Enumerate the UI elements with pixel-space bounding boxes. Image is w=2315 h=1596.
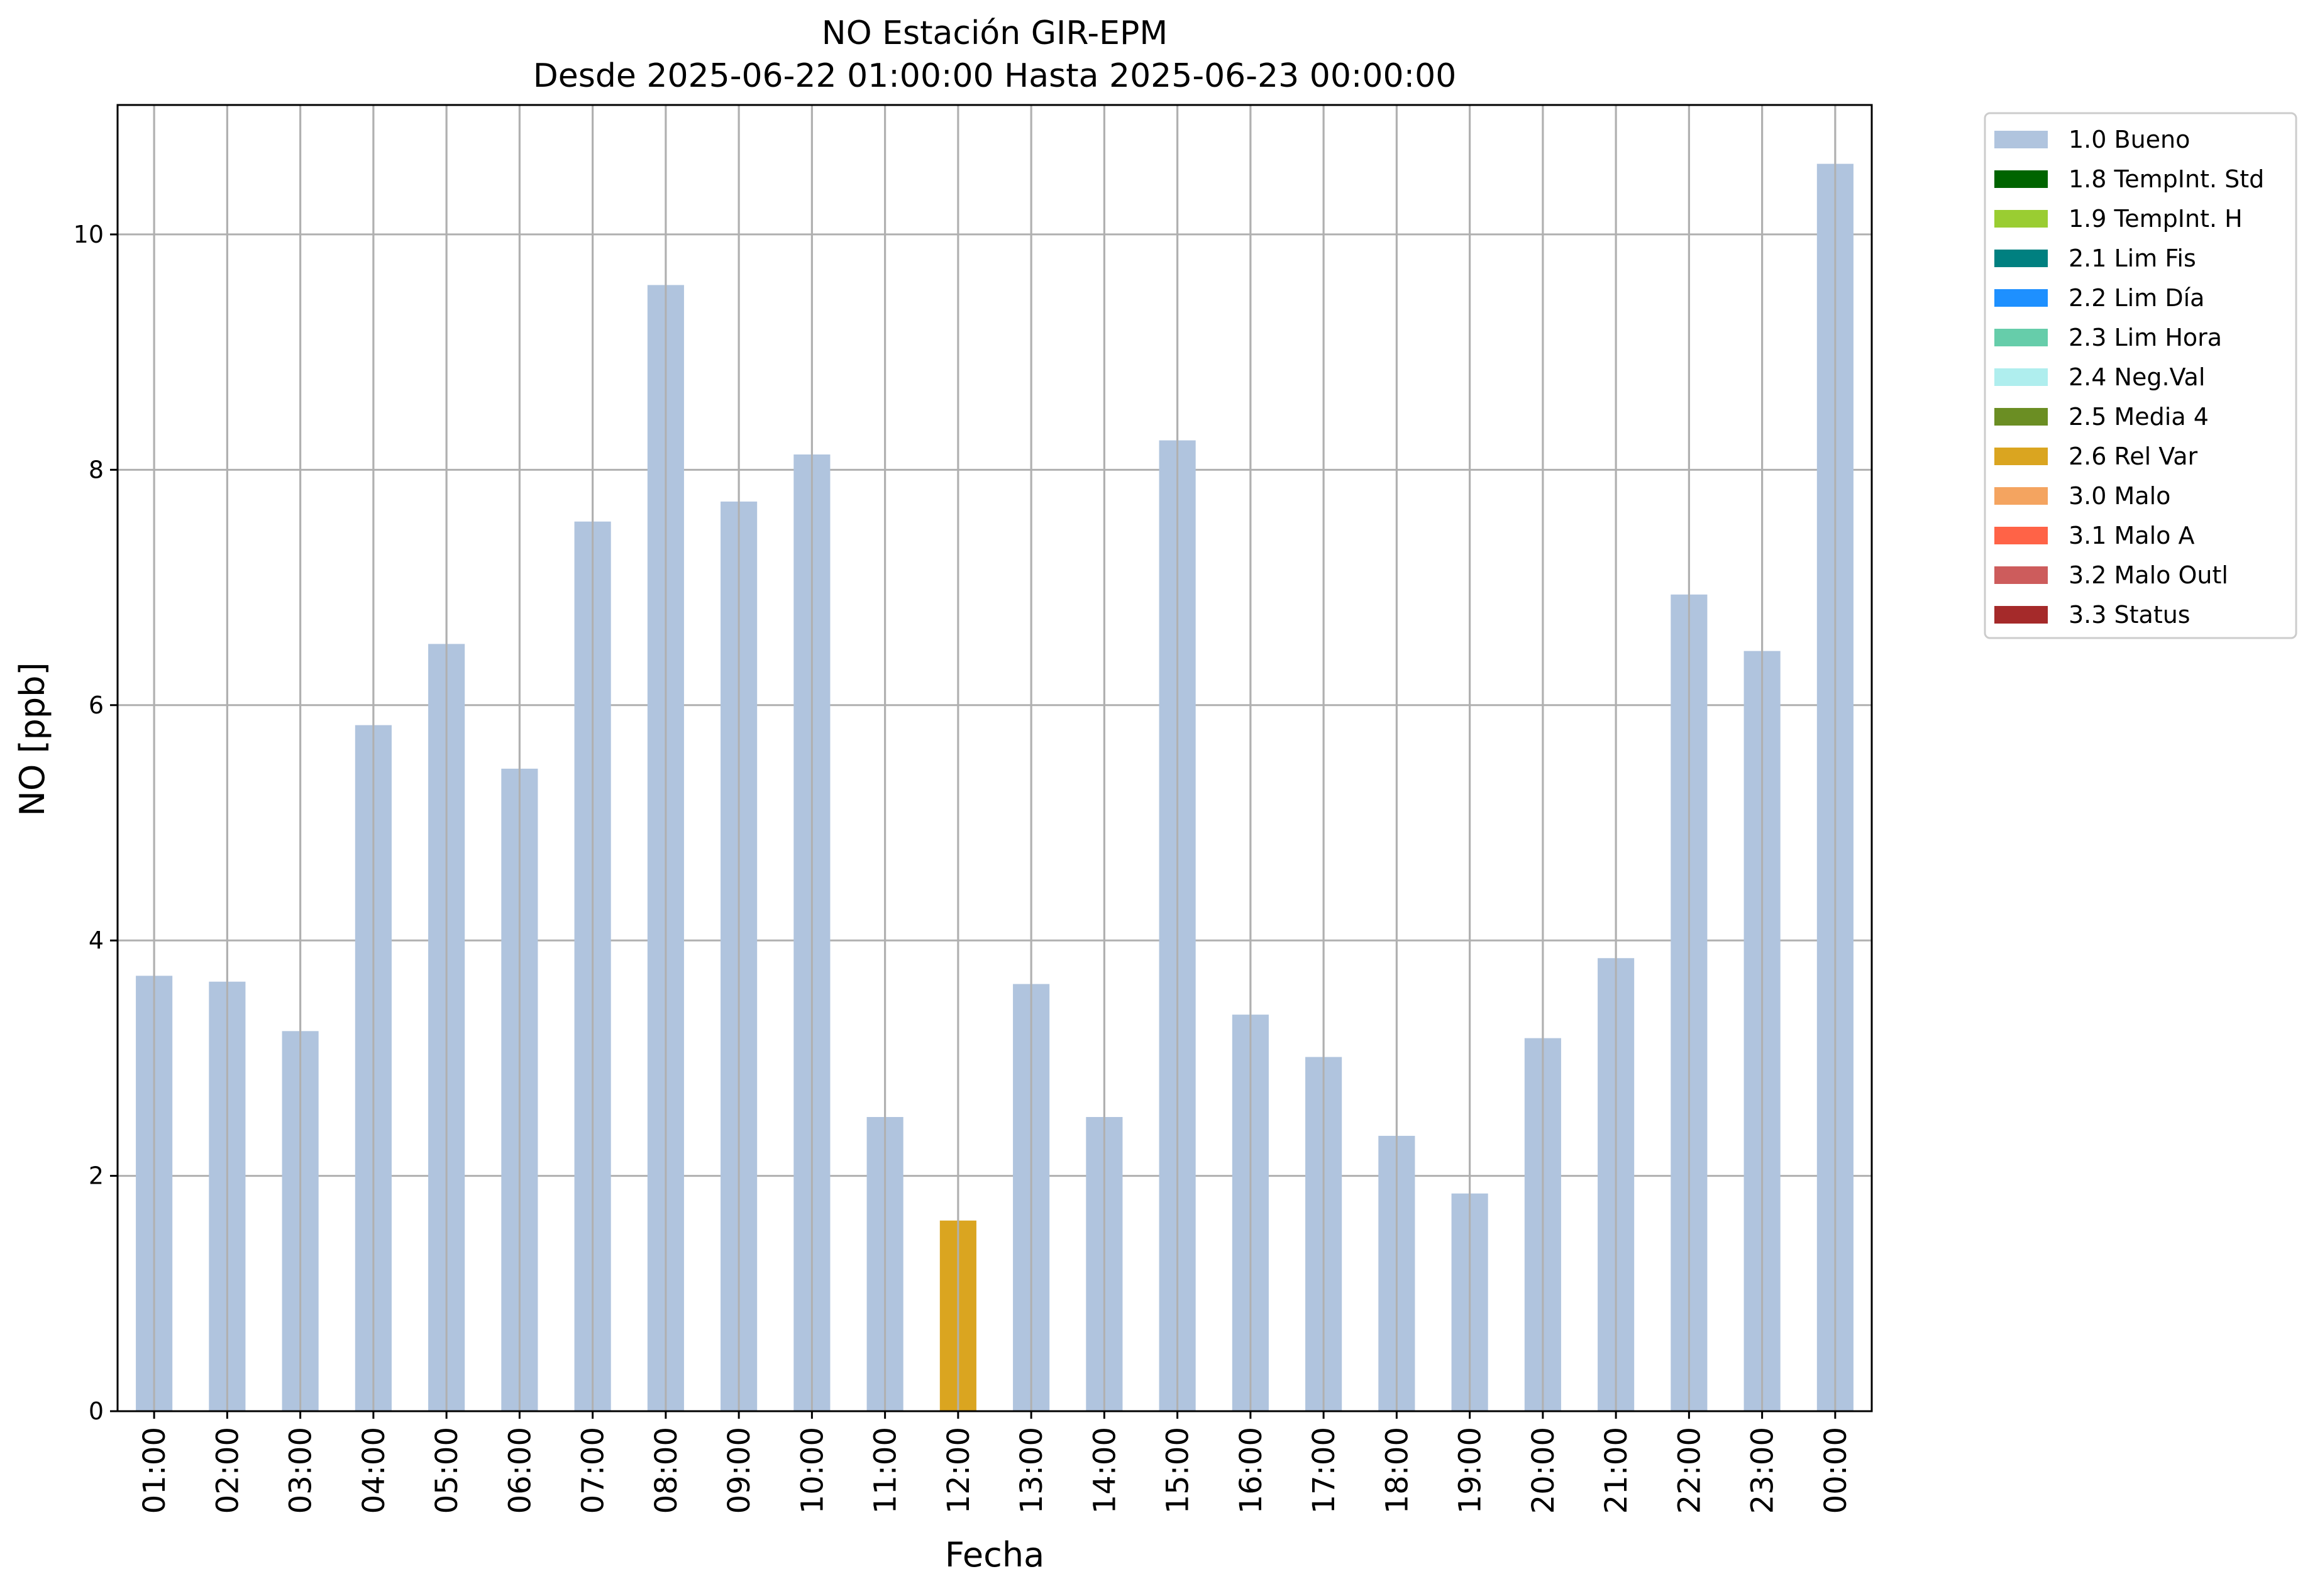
legend-swatch <box>1994 408 2048 426</box>
x-tick-label: 10:00 <box>795 1427 830 1514</box>
x-tick-label: 15:00 <box>1161 1427 1196 1514</box>
y-tick-label: 10 <box>74 221 104 248</box>
x-tick-label: 20:00 <box>1526 1427 1561 1514</box>
x-axis-ticks: 01:00 02:00 03:00 04:00 05:00 06:00 07:00 08:00… <box>137 1411 1854 1514</box>
legend-label: 2.3 Lim Hora <box>2069 324 2222 351</box>
x-tick-label: 17:00 <box>1307 1427 1342 1514</box>
legend-label: 3.1 Malo A <box>2069 522 2194 549</box>
x-tick-label: 13:00 <box>1014 1427 1049 1514</box>
chart-title: NO Estación GIR-EPM <box>822 14 1168 52</box>
legend-label: 2.2 Lim Día <box>2069 284 2204 312</box>
x-tick-label: 14:00 <box>1087 1427 1122 1514</box>
x-tick-label: 08:00 <box>649 1427 684 1514</box>
x-tick-label: 12:00 <box>941 1427 976 1514</box>
y-tick-label: 6 <box>89 691 104 719</box>
legend-swatch <box>1994 170 2048 188</box>
legend-label: 3.0 Malo <box>2069 482 2170 510</box>
legend-swatch <box>1994 448 2048 465</box>
y-axis-ticks: 0 2 4 6 8 10 <box>74 221 118 1425</box>
x-tick-label: 22:00 <box>1672 1427 1707 1514</box>
x-tick-label: 07:00 <box>576 1427 611 1514</box>
x-tick-label: 00:00 <box>1818 1427 1854 1514</box>
legend-swatch <box>1994 606 2048 624</box>
legend-label: 1.8 TempInt. Std <box>2069 165 2264 193</box>
x-axis-label: Fecha <box>945 1535 1044 1575</box>
legend-swatch <box>1994 566 2048 584</box>
legend-label: 1.9 TempInt. H <box>2069 205 2243 233</box>
legend-swatch <box>1994 368 2048 386</box>
x-tick-label: 16:00 <box>1234 1427 1269 1514</box>
y-axis-label: NO [ppb] <box>13 662 52 816</box>
legend-label: 3.3 Status <box>2069 601 2191 629</box>
bars <box>136 105 1854 1412</box>
legend-swatch <box>1994 527 2048 544</box>
x-tick-label: 02:00 <box>210 1427 245 1514</box>
y-tick-label: 4 <box>89 927 104 954</box>
plot-frame <box>116 104 1873 1412</box>
chart-subtitle: Desde 2025-06-22 01:00:00 Hasta 2025-06-… <box>533 57 1457 95</box>
x-tick-label: 23:00 <box>1745 1427 1781 1514</box>
y-tick-label: 2 <box>89 1162 104 1190</box>
x-tick-label: 21:00 <box>1599 1427 1634 1514</box>
x-tick-label: 18:00 <box>1379 1427 1415 1514</box>
legend-label: 2.1 Lim Fis <box>2069 245 2196 272</box>
x-tick-label: 11:00 <box>868 1427 903 1514</box>
x-tick-label: 03:00 <box>284 1427 319 1514</box>
x-tick-label: 06:00 <box>502 1427 538 1514</box>
legend-swatch <box>1994 131 2048 148</box>
x-tick-label: 01:00 <box>137 1427 172 1514</box>
x-tick-label: 09:00 <box>722 1427 757 1514</box>
y-tick-label: 8 <box>89 456 104 483</box>
legend-label: 3.2 Malo Outl <box>2069 561 2228 589</box>
legend-swatch <box>1994 289 2048 307</box>
x-tick-label: 04:00 <box>356 1427 392 1514</box>
legend: 1.0 Bueno 1.8 TempInt. Std 1.9 TempInt. H 2… <box>1984 112 2297 639</box>
legend-swatch <box>1994 329 2048 346</box>
x-tick-label: 05:00 <box>429 1427 465 1514</box>
legend-label: 1.0 Bueno <box>2069 126 2190 153</box>
legend-label: 2.4 Neg.Val <box>2069 363 2205 391</box>
x-tick-label: 19:00 <box>1453 1427 1488 1514</box>
y-tick-label: 0 <box>89 1397 104 1425</box>
legend-swatch <box>1994 250 2048 267</box>
legend-label: 2.6 Rel Var <box>2069 443 2198 470</box>
legend-swatch <box>1994 487 2048 505</box>
legend-label: 2.5 Media 4 <box>2069 403 2209 431</box>
legend-frame <box>1984 112 2297 639</box>
legend-swatch <box>1994 210 2048 228</box>
